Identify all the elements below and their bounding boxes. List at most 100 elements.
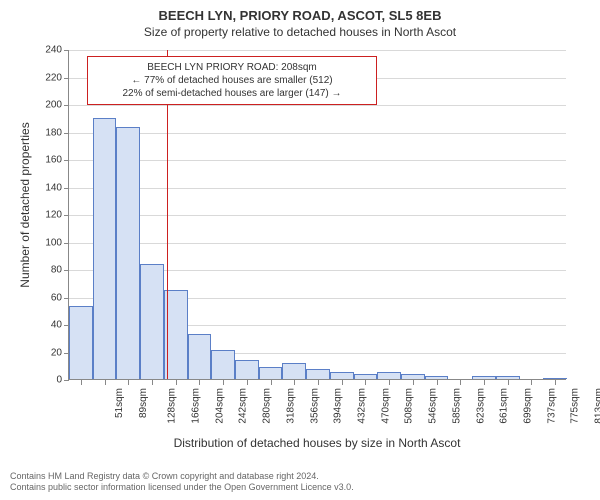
ytick bbox=[64, 243, 69, 244]
xtick bbox=[223, 380, 224, 385]
plot-area: BEECH LYN PRIORY ROAD: 208sqm← 77% of de… bbox=[68, 50, 566, 380]
xtick-label: 204sqm bbox=[214, 388, 225, 424]
xtick-label: 775sqm bbox=[570, 388, 581, 424]
gridline bbox=[69, 243, 566, 244]
annotation-line: BEECH LYN PRIORY ROAD: 208sqm bbox=[94, 61, 370, 74]
ytick bbox=[64, 298, 69, 299]
ytick-label: 120 bbox=[34, 210, 62, 221]
xtick-label: 242sqm bbox=[238, 388, 249, 424]
xtick bbox=[437, 380, 438, 385]
xtick-label: 356sqm bbox=[309, 388, 320, 424]
gridline bbox=[69, 105, 566, 106]
histogram-bar bbox=[211, 350, 235, 379]
xtick-label: 699sqm bbox=[523, 388, 534, 424]
xtick bbox=[318, 380, 319, 385]
histogram-bar bbox=[354, 374, 378, 380]
xtick bbox=[128, 380, 129, 385]
footer-attribution: Contains HM Land Registry data © Crown c… bbox=[10, 471, 354, 494]
ytick-label: 80 bbox=[34, 265, 62, 276]
chart-area: BEECH LYN PRIORY ROAD: 208sqm← 77% of de… bbox=[0, 0, 600, 500]
ytick bbox=[64, 215, 69, 216]
gridline bbox=[69, 215, 566, 216]
y-axis-label: Number of detached properties bbox=[18, 105, 32, 305]
histogram-bar bbox=[543, 378, 567, 379]
ytick bbox=[64, 160, 69, 161]
gridline bbox=[69, 160, 566, 161]
histogram-bar bbox=[140, 264, 164, 380]
xtick bbox=[176, 380, 177, 385]
xtick-label: 737sqm bbox=[546, 388, 557, 424]
ytick bbox=[64, 133, 69, 134]
xtick bbox=[81, 380, 82, 385]
histogram-bar bbox=[377, 372, 401, 379]
histogram-bar bbox=[235, 360, 259, 379]
ytick-label: 180 bbox=[34, 127, 62, 138]
xtick bbox=[271, 380, 272, 385]
xtick-label: 546sqm bbox=[428, 388, 439, 424]
xtick-label: 508sqm bbox=[404, 388, 415, 424]
xtick-label: 128sqm bbox=[167, 388, 178, 424]
histogram-bar bbox=[401, 374, 425, 380]
xtick-label: 470sqm bbox=[380, 388, 391, 424]
ytick bbox=[64, 105, 69, 106]
xtick-label: 280sqm bbox=[262, 388, 273, 424]
ytick-label: 60 bbox=[34, 292, 62, 303]
ytick bbox=[64, 380, 69, 381]
xtick bbox=[508, 380, 509, 385]
ytick-label: 240 bbox=[34, 45, 62, 56]
ytick bbox=[64, 270, 69, 271]
ytick bbox=[64, 50, 69, 51]
xtick bbox=[199, 380, 200, 385]
xtick-label: 318sqm bbox=[285, 388, 296, 424]
gridline bbox=[69, 50, 566, 51]
annotation-line: ← 77% of detached houses are smaller (51… bbox=[94, 74, 370, 87]
xtick bbox=[342, 380, 343, 385]
histogram-bar bbox=[259, 367, 283, 379]
histogram-bar bbox=[69, 306, 93, 379]
xtick-label: 623sqm bbox=[475, 388, 486, 424]
xtick bbox=[460, 380, 461, 385]
xtick-label: 89sqm bbox=[138, 388, 149, 418]
histogram-bar bbox=[472, 376, 496, 379]
xtick-label: 51sqm bbox=[114, 388, 125, 418]
histogram-bar bbox=[93, 118, 117, 379]
annotation-line: 22% of semi-detached houses are larger (… bbox=[94, 87, 370, 100]
histogram-bar bbox=[330, 372, 354, 379]
ytick-label: 100 bbox=[34, 237, 62, 248]
xtick bbox=[555, 380, 556, 385]
xtick bbox=[413, 380, 414, 385]
footer-line1: Contains HM Land Registry data © Crown c… bbox=[10, 471, 354, 483]
xtick bbox=[484, 380, 485, 385]
gridline bbox=[69, 188, 566, 189]
xtick bbox=[531, 380, 532, 385]
histogram-bar bbox=[282, 363, 306, 380]
xtick-label: 661sqm bbox=[499, 388, 510, 424]
xtick-label: 166sqm bbox=[191, 388, 202, 424]
xtick bbox=[105, 380, 106, 385]
xtick bbox=[365, 380, 366, 385]
ytick bbox=[64, 78, 69, 79]
xtick-label: 585sqm bbox=[451, 388, 462, 424]
xtick bbox=[152, 380, 153, 385]
ytick-label: 20 bbox=[34, 347, 62, 358]
ytick-label: 0 bbox=[34, 375, 62, 386]
histogram-bar bbox=[116, 127, 140, 379]
ytick bbox=[64, 188, 69, 189]
histogram-bar bbox=[425, 376, 449, 379]
xtick bbox=[389, 380, 390, 385]
ytick-label: 160 bbox=[34, 155, 62, 166]
xtick-label: 813sqm bbox=[594, 388, 600, 424]
x-axis-label: Distribution of detached houses by size … bbox=[68, 436, 566, 450]
histogram-bar bbox=[188, 334, 212, 379]
annotation-box: BEECH LYN PRIORY ROAD: 208sqm← 77% of de… bbox=[87, 56, 377, 105]
ytick-label: 40 bbox=[34, 320, 62, 331]
xtick bbox=[294, 380, 295, 385]
chart-container: BEECH LYN, PRIORY ROAD, ASCOT, SL5 8EB S… bbox=[0, 0, 600, 500]
ytick-label: 200 bbox=[34, 100, 62, 111]
xtick-label: 394sqm bbox=[333, 388, 344, 424]
histogram-bar bbox=[306, 369, 330, 379]
footer-line2: Contains public sector information licen… bbox=[10, 482, 354, 494]
xtick bbox=[247, 380, 248, 385]
gridline bbox=[69, 133, 566, 134]
histogram-bar bbox=[496, 376, 520, 379]
